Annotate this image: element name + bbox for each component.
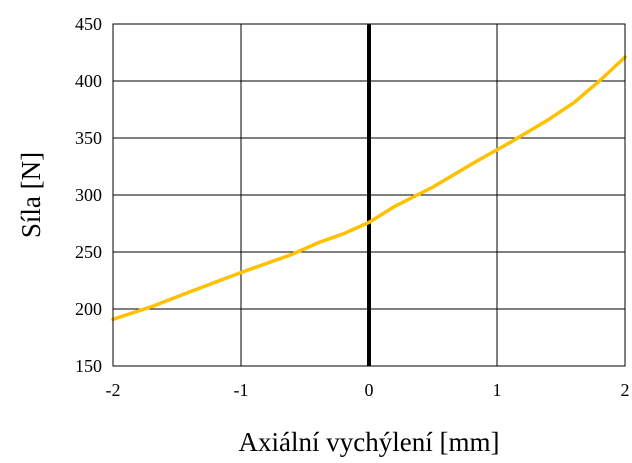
y-axis-title: Síla [N] — [16, 152, 46, 238]
tick-labels: 150 200 250 300 350 400 450 -2 -1 0 1 2 — [75, 14, 630, 400]
y-tick-label-450: 450 — [75, 14, 102, 34]
y-tick-label-300: 300 — [75, 185, 102, 205]
y-tick-label-350: 350 — [75, 128, 102, 148]
series-line-0 — [111, 55, 627, 322]
x-tick-label--2: -2 — [106, 380, 121, 400]
series-group — [111, 55, 627, 322]
x-tick-label--1: -1 — [234, 380, 249, 400]
y-tick-label-200: 200 — [75, 299, 102, 319]
y-tick-label-150: 150 — [75, 356, 102, 376]
y-tick-label-250: 250 — [75, 242, 102, 262]
x-tick-label-1: 1 — [493, 380, 502, 400]
plot-frame-group — [112, 23, 626, 367]
x-axis-title: Axiální vychýlení [mm] — [239, 427, 500, 457]
x-tick-label-0: 0 — [365, 380, 374, 400]
y-tick-label-400: 400 — [75, 71, 102, 91]
x-tick-label-2: 2 — [621, 380, 630, 400]
plot-frame — [112, 23, 626, 367]
